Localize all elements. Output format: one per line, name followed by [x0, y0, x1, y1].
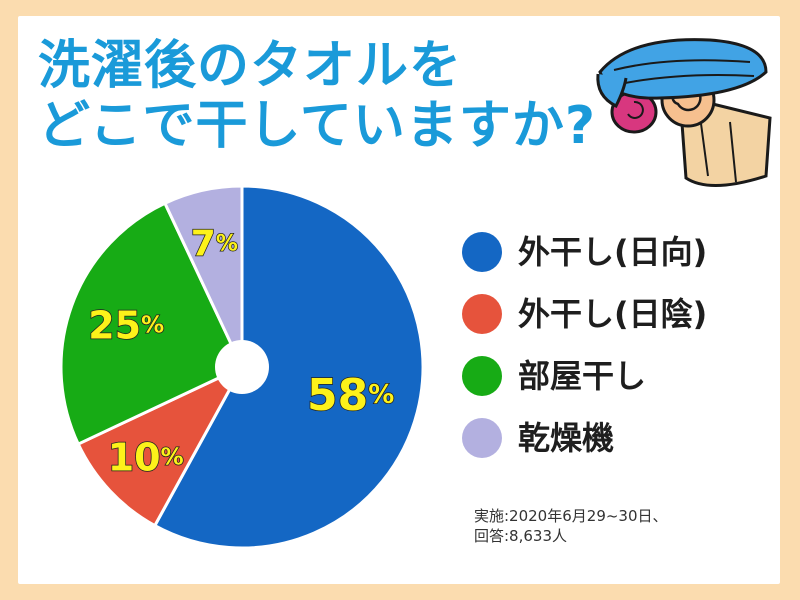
- slice-value-label-2: 25%: [88, 303, 164, 347]
- legend-swatch: [462, 418, 502, 458]
- legend-swatch: [462, 232, 502, 272]
- survey-note: 実施:2020年6月29~30日、 回答:8,633人: [474, 506, 668, 546]
- legend-label: 部屋干し: [518, 357, 647, 395]
- legend-label: 外干し(日向): [518, 233, 708, 271]
- slice-value-label-3: 7%: [191, 223, 238, 264]
- pie-slice-0: [152, 184, 425, 550]
- legend-label: 外干し(日陰): [518, 295, 708, 333]
- donut-hole: [215, 340, 269, 394]
- chart-title-line-2: どこで干していますか?: [38, 96, 597, 156]
- pie-slice-2: [59, 201, 244, 447]
- slice-value-label-0: 58%: [307, 369, 394, 420]
- slice-value-label-1: 10%: [108, 435, 184, 479]
- survey-date: 実施:2020年6月29~30日、: [474, 507, 668, 525]
- pie-slice-1: [76, 363, 246, 528]
- pie-slice-3: [162, 184, 244, 368]
- legend-label: 乾燥機: [518, 419, 615, 457]
- survey-respondents: 回答:8,633人: [474, 527, 567, 545]
- legend-swatch: [462, 356, 502, 396]
- legend-swatch: [462, 294, 502, 334]
- chart-title-line-1: 洗濯後のタオルを: [38, 36, 463, 96]
- towel-stack-icon: [596, 38, 772, 187]
